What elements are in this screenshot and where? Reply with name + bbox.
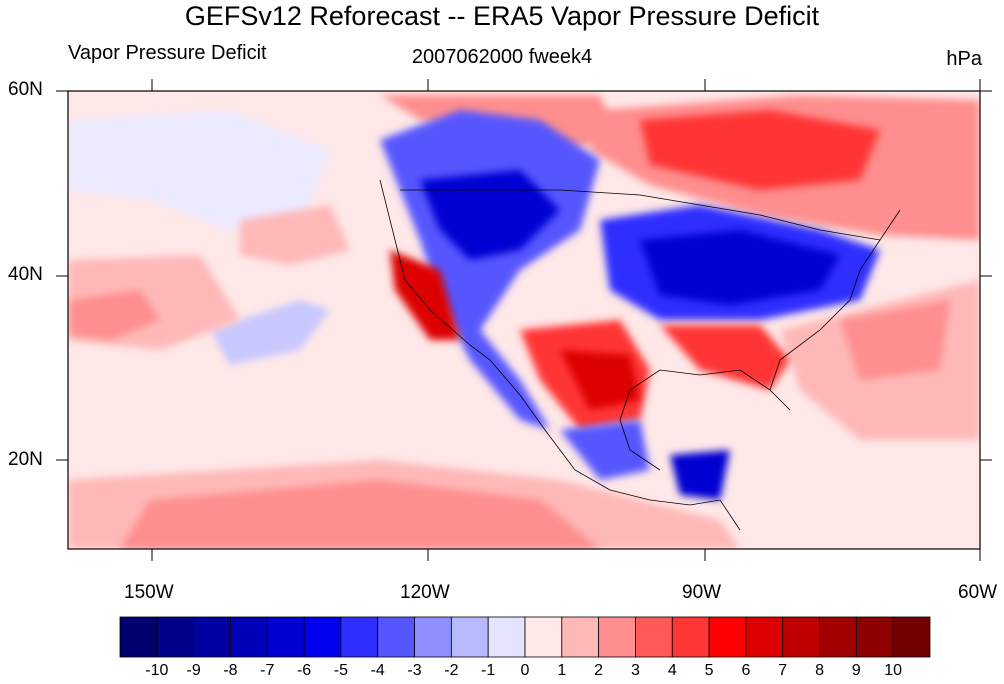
variable-label: Vapor Pressure Deficit (68, 42, 267, 64)
axis-ticks (56, 79, 992, 561)
colorbar-tick-label: -10 (145, 662, 169, 679)
units-label: hPa (946, 48, 982, 70)
colorbar-tick-label: -1 (481, 662, 496, 679)
colorbar-tick-label: -3 (407, 662, 422, 679)
colorbar-swatch (230, 616, 268, 658)
map-frame (67, 90, 981, 550)
colorbar-swatch (561, 616, 600, 658)
colorbar-swatch (303, 616, 342, 658)
colorbar-tick-label: -5 (333, 662, 349, 679)
map-title: GEFSv12 Reforecast -- ERA5 Vapor Pressur… (184, 1, 820, 31)
colorbar-swatch (266, 616, 305, 658)
colorbar-swatch (671, 616, 710, 658)
lon-label-60w: 60W (958, 582, 998, 603)
colorbar-swatch (855, 616, 894, 658)
date-label: 2007062000 fweek4 (411, 46, 593, 68)
lat-label-40n: 40N (8, 264, 43, 285)
lat-label-60n: 60N (8, 79, 43, 100)
colorbar-swatch (892, 616, 931, 658)
colorbar-swatch (782, 616, 820, 658)
colorbar-swatch (819, 616, 857, 658)
colorbar-tick-label: 6 (741, 662, 751, 679)
colorbar-swatch (487, 616, 526, 658)
colorbar-swatch (635, 616, 673, 658)
colorbar-tick-label: 1 (557, 662, 567, 679)
colorbar-tick-label: -9 (186, 662, 201, 679)
colorbar-tick-label: 0 (520, 662, 530, 679)
colorbar-swatch (156, 616, 195, 658)
colorbar-swatch (414, 616, 452, 658)
colorbar-swatch (340, 616, 379, 658)
colorbar-swatch (377, 616, 415, 658)
lon-label-90w: 90W (682, 582, 722, 603)
colorbar-tick-label: -8 (223, 662, 238, 679)
colorbar-tick-label: 5 (704, 662, 714, 679)
colorbar-tick-label: 2 (594, 662, 604, 679)
colorbar-tick-label: 7 (778, 662, 788, 679)
colorbar-swatch (524, 616, 563, 658)
colorbar-tick-label: -6 (296, 662, 312, 679)
colorbar-tick-label: -2 (444, 662, 459, 679)
colorbar-tick-label: 3 (631, 662, 640, 679)
colorbar-swatch (193, 616, 231, 658)
colorbar-tick-label: -7 (260, 662, 275, 679)
lon-label-120w: 120W (400, 582, 450, 603)
colorbar-tick-label: 9 (851, 662, 861, 679)
colorbar-tick-label: 4 (667, 662, 677, 679)
colorbar-swatch (450, 616, 489, 658)
colorbar-swatch (119, 616, 158, 658)
coastlines (379, 179, 901, 531)
lon-label-150w: 150W (124, 582, 174, 603)
colorbar-swatch (598, 616, 636, 658)
colorbar-swatch (745, 616, 784, 658)
colorbar-tick-label: 8 (815, 662, 824, 679)
colorbar-tick-label: -4 (370, 662, 385, 679)
colorbar-tick-label: 10 (884, 662, 903, 679)
colorbar-swatch (708, 616, 747, 658)
lat-label-20n: 20N (8, 449, 43, 470)
